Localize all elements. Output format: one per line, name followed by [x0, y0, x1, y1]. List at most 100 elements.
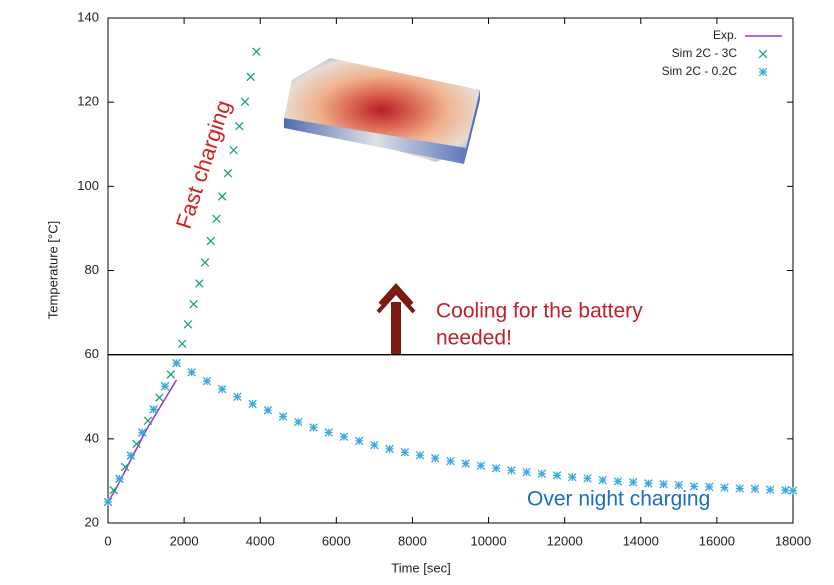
point: [765, 485, 775, 495]
point: [233, 392, 242, 402]
point: [246, 72, 255, 82]
point: [628, 477, 638, 487]
point: [339, 432, 349, 441]
marker-stroke: [240, 97, 250, 107]
point: [115, 474, 124, 484]
marker-stroke: [223, 169, 233, 178]
point: [160, 381, 170, 391]
marker-stroke: [235, 121, 244, 131]
x-tick-label: 14000: [623, 533, 659, 548]
marker-stroke: [109, 485, 118, 495]
marker-stroke: [132, 439, 141, 449]
point: [206, 236, 216, 246]
annotation: Over night charging: [527, 488, 710, 511]
point: [788, 486, 798, 495]
point: [476, 461, 486, 471]
point: [750, 484, 760, 494]
y-tick-label: 140: [77, 9, 99, 24]
annotation: Cooling for the battery: [436, 300, 643, 323]
point: [155, 393, 164, 402]
point: [263, 405, 273, 415]
point: [552, 471, 562, 480]
point: [674, 480, 684, 490]
up-arrow: [376, 282, 416, 355]
annotation: needed!: [436, 327, 512, 350]
point: [781, 485, 790, 495]
x-tick-label: 2000: [170, 533, 199, 548]
point: [659, 480, 668, 489]
point: [400, 448, 410, 457]
point: [689, 482, 699, 491]
point: [202, 376, 212, 386]
x-tick-label: 0: [104, 533, 111, 548]
point: [137, 428, 147, 437]
point: [431, 453, 440, 463]
marker-stroke: [229, 145, 238, 155]
point: [370, 440, 379, 450]
point: [103, 497, 113, 507]
legend-swatch: [758, 49, 768, 59]
point: [240, 97, 250, 107]
marker-stroke: [143, 416, 153, 425]
marker-stroke: [217, 192, 227, 201]
legend-label: Sim 2C - 3C: [672, 46, 738, 60]
point: [166, 370, 176, 379]
x-tick-label: 10000: [470, 533, 506, 548]
point: [229, 145, 238, 155]
point: [200, 258, 210, 267]
point: [223, 169, 233, 178]
x-tick-label: 4000: [246, 533, 275, 548]
point: [195, 279, 204, 288]
y-tick-label: 60: [85, 346, 99, 361]
point: [177, 339, 187, 348]
y-tick-label: 40: [85, 430, 99, 445]
point: [189, 299, 198, 309]
marker-stroke: [183, 320, 193, 329]
point: [705, 482, 714, 492]
point: [187, 368, 196, 377]
x-tick-label: 8000: [398, 533, 427, 548]
legend-label: Sim 2C - 0.2C: [662, 64, 738, 78]
point: [217, 384, 227, 394]
marker-stroke: [155, 393, 164, 402]
point: [294, 417, 303, 427]
x-tick-label: 16000: [699, 533, 735, 548]
point: [172, 358, 181, 368]
marker-stroke: [195, 279, 204, 288]
y-axis-label: Temperature [°C]: [45, 221, 60, 319]
point: [183, 320, 193, 329]
point: [278, 412, 288, 421]
y-tick-label: 100: [77, 178, 99, 193]
x-axis-label: Time [sec]: [391, 560, 450, 575]
point: [507, 466, 516, 475]
point: [324, 428, 333, 437]
point: [120, 462, 130, 472]
marker-stroke: [246, 72, 255, 82]
marker-stroke: [252, 47, 261, 56]
marker-stroke: [212, 214, 221, 223]
x-tick-label: 18000: [775, 533, 811, 548]
point: [217, 192, 227, 201]
point: [461, 459, 470, 468]
x-tick-label: 12000: [547, 533, 583, 548]
point: [522, 467, 531, 477]
point: [248, 399, 257, 409]
legend-label: Exp.: [713, 28, 737, 42]
point: [385, 444, 394, 454]
point: [149, 405, 158, 414]
point: [235, 121, 244, 131]
x-tick-label: 6000: [322, 533, 351, 548]
marker-stroke: [166, 370, 176, 379]
point: [309, 423, 318, 432]
marker-stroke: [189, 299, 198, 309]
point: [143, 416, 153, 425]
point: [613, 477, 623, 486]
marker-stroke: [200, 258, 210, 267]
marker-stroke: [758, 49, 768, 59]
marker-stroke: [120, 462, 130, 472]
point: [537, 469, 547, 479]
point: [644, 479, 653, 488]
point: [252, 47, 261, 56]
legend-swatch: [758, 67, 768, 77]
